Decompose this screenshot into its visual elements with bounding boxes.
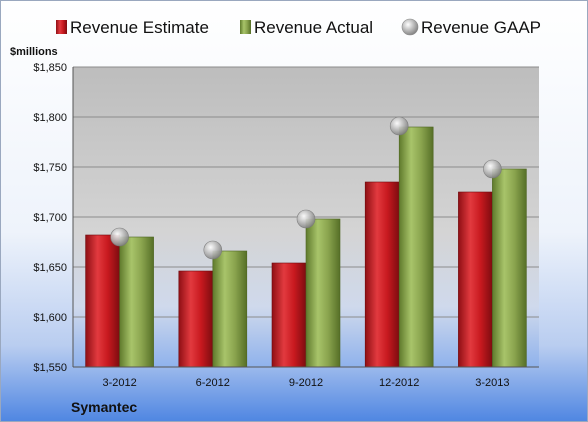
y-tick-label: $1,800 xyxy=(33,112,67,124)
bar-revenue-estimate-9-2012 xyxy=(271,262,307,368)
company-name: Symantec xyxy=(71,399,137,415)
marker-revenue-gaap-9-2012 xyxy=(296,209,316,229)
marker-revenue-gaap-12-2012 xyxy=(389,116,409,136)
legend-swatch-revenue-actual xyxy=(240,20,251,34)
bar-revenue-estimate-12-2012 xyxy=(364,181,400,368)
y-tick-label: $1,850 xyxy=(33,62,67,74)
y-tick-label: $1,700 xyxy=(33,212,67,224)
legend-label-revenue-actual: Revenue Actual xyxy=(254,18,373,37)
bar-revenue-actual-6-2012 xyxy=(212,250,248,368)
y-tick-label: $1,600 xyxy=(33,312,67,324)
bar-revenue-estimate-6-2012 xyxy=(178,270,214,368)
legend-swatch-revenue-gaap xyxy=(401,18,419,36)
y-tick-label: $1,550 xyxy=(33,362,67,374)
legend-label-revenue-gaap: Revenue GAAP xyxy=(421,18,541,37)
y-tick-label: $1,750 xyxy=(33,162,67,174)
legend-label-revenue-estimate: Revenue Estimate xyxy=(70,18,209,37)
x-tick-label: 3-2012 xyxy=(102,377,136,389)
marker-revenue-gaap-6-2012 xyxy=(203,240,223,260)
bar-revenue-actual-12-2012 xyxy=(398,126,434,368)
bar-revenue-actual-3-2012 xyxy=(119,236,154,368)
x-tick-label: 3-2013 xyxy=(475,377,509,389)
gaap-markers xyxy=(110,116,502,260)
marker-revenue-gaap-3-2012 xyxy=(110,227,129,247)
marker-revenue-gaap-3-2013 xyxy=(483,159,502,179)
y-tick-label: $1,650 xyxy=(33,262,67,274)
x-tick-labels: 3-2012 6-2012 9-2012 12-2012 3-2013 xyxy=(102,377,509,389)
bar-revenue-actual-9-2012 xyxy=(305,218,341,368)
y-axis-label: $millions xyxy=(10,46,58,58)
x-tick-label: 12-2012 xyxy=(379,377,419,389)
legend-swatch-revenue-estimate xyxy=(56,20,67,34)
x-tick-label: 9-2012 xyxy=(289,377,323,389)
y-tick-labels: $1,550 $1,600 $1,650 $1,700 $1,750 $1,800 $1,8… xyxy=(33,62,67,374)
bar-revenue-actual-3-2013 xyxy=(492,168,527,368)
bar-revenue-estimate-3-2012 xyxy=(85,234,120,368)
x-tick-label: 6-2012 xyxy=(196,377,230,389)
legend: Revenue Estimate Revenue Actual Revenue … xyxy=(56,18,541,37)
bars xyxy=(85,126,527,368)
bar-revenue-estimate-3-2013 xyxy=(458,191,493,368)
